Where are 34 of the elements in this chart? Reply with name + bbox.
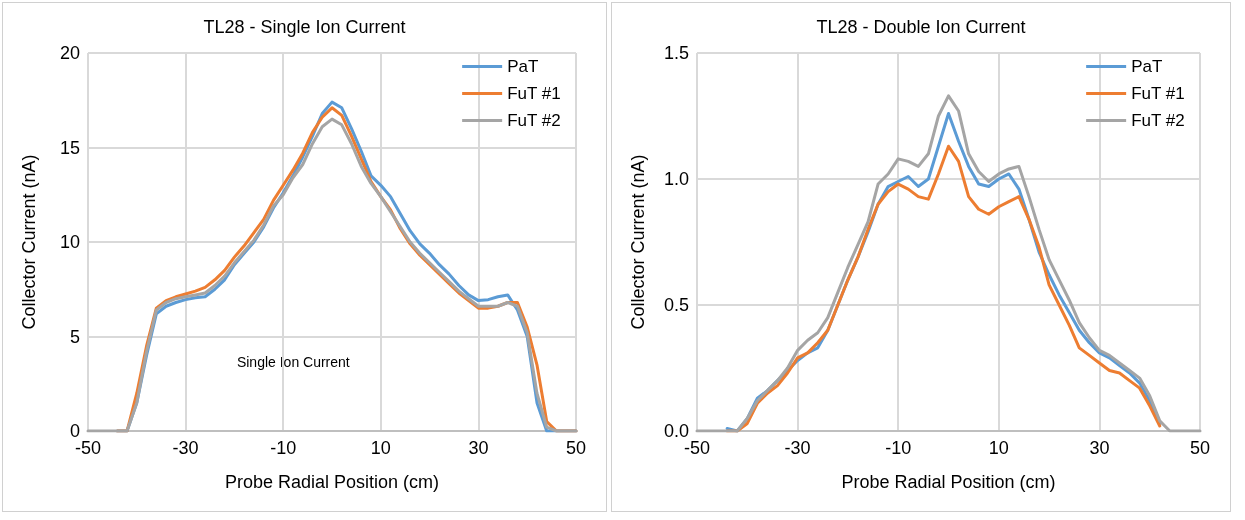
x-tick-label: 10	[370, 438, 391, 458]
chart-title: TL28 - Single Ion Current	[203, 17, 406, 37]
annotation: Single Ion Current	[236, 354, 350, 370]
y-tick-label: 1.5	[663, 43, 689, 63]
y-axis-title: Collector Current (nA)	[628, 154, 648, 330]
legend-label: PaT	[507, 57, 539, 76]
y-tick-label: 1.0	[663, 169, 689, 189]
y-tick-label: 20	[59, 43, 80, 63]
legend-label: PaT	[1131, 57, 1163, 76]
x-tick-label: -50	[683, 438, 711, 458]
legend-label: FuT #1	[507, 84, 561, 103]
x-tick-label: -10	[270, 438, 297, 458]
x-tick-label: 50	[565, 438, 587, 458]
x-tick-label: 10	[988, 438, 1009, 458]
y-tick-label: 0	[69, 421, 80, 441]
y-tick-label: 10	[59, 232, 80, 252]
legend-label: FuT #1	[1131, 84, 1185, 103]
x-tick-label: -10	[885, 438, 912, 458]
x-axis-title: Probe Radial Position (cm)	[224, 472, 440, 492]
x-tick-label: 50	[1189, 438, 1211, 458]
x-tick-label: -50	[74, 438, 102, 458]
x-tick-label: -30	[172, 438, 199, 458]
y-tick-label: 5	[69, 326, 80, 347]
y-tick-label: 0.0	[663, 421, 689, 441]
legend-label: FuT #2	[1131, 111, 1185, 130]
y-tick-label: 15	[59, 137, 80, 158]
chart-title: TL28 - Double Ion Current	[816, 17, 1026, 37]
x-tick-label: 30	[468, 438, 489, 458]
x-axis-title: Probe Radial Position (cm)	[841, 472, 1056, 492]
legend-label: FuT #2	[507, 111, 561, 130]
y-axis-title: Collector Current (nA)	[19, 154, 39, 330]
x-tick-label: 30	[1089, 438, 1110, 458]
y-tick-label: 0.5	[663, 295, 689, 315]
x-tick-label: -30	[784, 438, 811, 458]
